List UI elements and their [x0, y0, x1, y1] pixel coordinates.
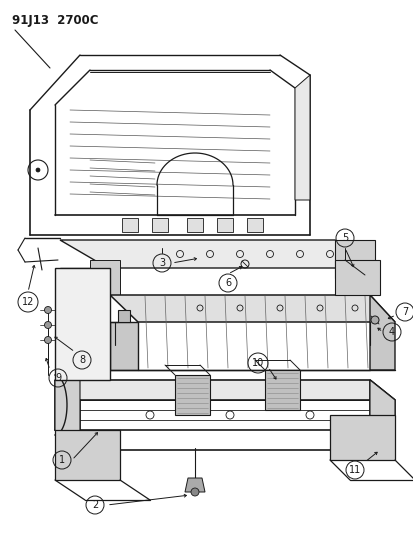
Polygon shape [55, 380, 394, 400]
Polygon shape [187, 218, 202, 232]
Text: 12: 12 [22, 297, 34, 307]
Circle shape [44, 321, 51, 328]
Polygon shape [122, 218, 138, 232]
Circle shape [370, 316, 378, 324]
Polygon shape [216, 218, 233, 232]
Polygon shape [175, 375, 209, 415]
Polygon shape [369, 295, 394, 370]
Text: 8: 8 [79, 355, 85, 365]
Polygon shape [152, 218, 168, 232]
Text: 9: 9 [55, 373, 61, 383]
Text: 4: 4 [388, 327, 394, 337]
Text: 7: 7 [401, 307, 407, 317]
Polygon shape [294, 75, 309, 200]
Text: 2: 2 [92, 500, 98, 510]
Polygon shape [90, 260, 120, 295]
Text: 3: 3 [159, 258, 165, 268]
Polygon shape [110, 295, 394, 322]
Polygon shape [55, 380, 80, 450]
Polygon shape [60, 268, 108, 310]
Text: 11: 11 [348, 465, 360, 475]
Polygon shape [247, 218, 262, 232]
Circle shape [36, 168, 40, 172]
Text: 1: 1 [59, 455, 65, 465]
Polygon shape [369, 380, 394, 450]
Text: 6: 6 [224, 278, 230, 288]
Circle shape [190, 488, 199, 496]
Polygon shape [334, 260, 379, 295]
Polygon shape [334, 240, 374, 278]
Polygon shape [110, 322, 138, 370]
Polygon shape [185, 478, 204, 492]
Polygon shape [110, 310, 130, 322]
Text: 10: 10 [251, 358, 263, 368]
Polygon shape [55, 430, 120, 480]
Polygon shape [55, 268, 110, 380]
Polygon shape [369, 380, 394, 450]
Text: 91J13  2700C: 91J13 2700C [12, 14, 98, 27]
Circle shape [44, 336, 51, 343]
Polygon shape [329, 415, 394, 460]
Text: 5: 5 [341, 233, 347, 243]
Polygon shape [55, 380, 80, 450]
Circle shape [44, 306, 51, 313]
Polygon shape [60, 240, 379, 268]
Polygon shape [264, 370, 299, 410]
